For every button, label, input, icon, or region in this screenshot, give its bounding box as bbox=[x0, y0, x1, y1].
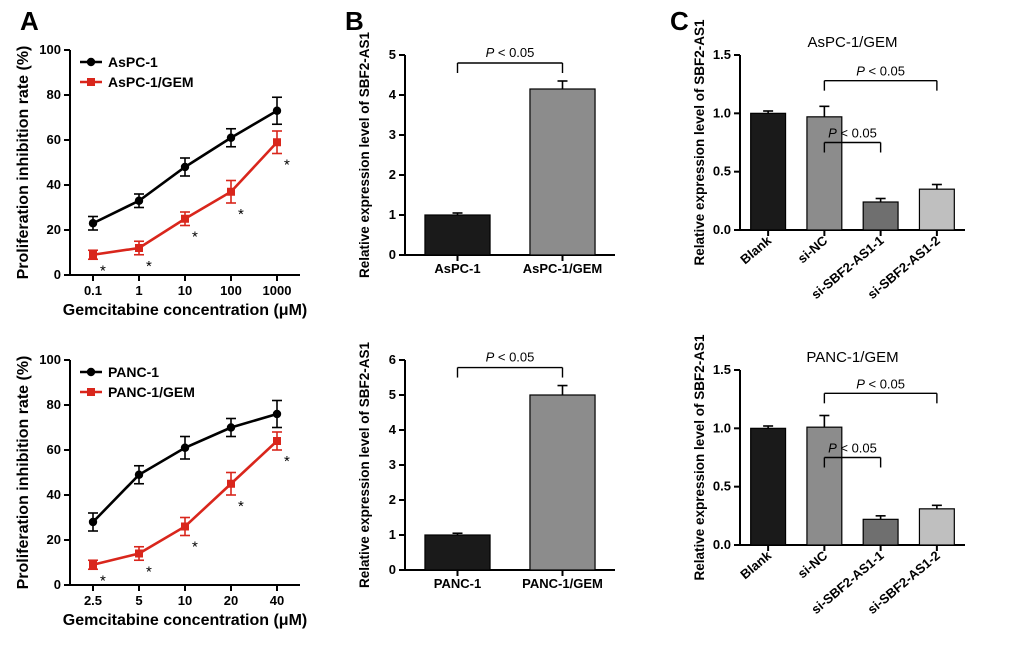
svg-text:40: 40 bbox=[47, 487, 61, 502]
svg-text:2: 2 bbox=[389, 167, 396, 182]
svg-text:Relative expression level of S: Relative expression level of SBF2-AS1 bbox=[692, 334, 707, 581]
svg-text:6: 6 bbox=[389, 352, 396, 367]
svg-text:2: 2 bbox=[389, 492, 396, 507]
svg-text:0: 0 bbox=[54, 577, 61, 592]
svg-text:Blank: Blank bbox=[737, 232, 774, 267]
svg-text:Relative expression level of S: Relative expression level of SBF2-AS1 bbox=[692, 19, 707, 266]
svg-text:1: 1 bbox=[389, 207, 396, 222]
svg-text:*: * bbox=[100, 262, 106, 279]
svg-text:PANC-1: PANC-1 bbox=[108, 364, 159, 380]
svg-text:1: 1 bbox=[389, 527, 396, 542]
svg-text:0: 0 bbox=[389, 247, 396, 262]
svg-text:40: 40 bbox=[47, 177, 61, 192]
svg-text:100: 100 bbox=[220, 283, 242, 298]
svg-text:1: 1 bbox=[135, 283, 142, 298]
svg-text:P < 0.05: P < 0.05 bbox=[486, 350, 535, 365]
svg-text:C: C bbox=[670, 6, 689, 36]
svg-text:1000: 1000 bbox=[263, 283, 292, 298]
svg-text:P < 0.05: P < 0.05 bbox=[828, 126, 877, 141]
svg-text:1.5: 1.5 bbox=[713, 362, 731, 377]
svg-text:0.1: 0.1 bbox=[84, 283, 102, 298]
svg-text:si-NC: si-NC bbox=[795, 232, 831, 266]
svg-text:PANC-1: PANC-1 bbox=[434, 576, 481, 591]
svg-text:10: 10 bbox=[178, 593, 192, 608]
svg-text:Gemcitabine concentration (μM): Gemcitabine concentration (μM) bbox=[63, 612, 307, 629]
svg-text:*: * bbox=[284, 157, 290, 174]
svg-text:5: 5 bbox=[389, 387, 396, 402]
svg-text:20: 20 bbox=[224, 593, 238, 608]
svg-text:*: * bbox=[192, 539, 198, 556]
svg-text:1.0: 1.0 bbox=[713, 420, 731, 435]
svg-text:10: 10 bbox=[178, 283, 192, 298]
svg-text:1.0: 1.0 bbox=[713, 105, 731, 120]
svg-text:*: * bbox=[146, 258, 152, 275]
svg-text:80: 80 bbox=[47, 87, 61, 102]
svg-text:60: 60 bbox=[47, 132, 61, 147]
svg-text:40: 40 bbox=[270, 593, 284, 608]
svg-text:1.5: 1.5 bbox=[713, 47, 731, 62]
svg-text:P < 0.05: P < 0.05 bbox=[828, 441, 877, 456]
svg-text:AsPC-1: AsPC-1 bbox=[434, 261, 480, 276]
svg-text:3: 3 bbox=[389, 457, 396, 472]
svg-text:0.0: 0.0 bbox=[713, 222, 731, 237]
svg-text:0: 0 bbox=[54, 267, 61, 282]
svg-text:si-NC: si-NC bbox=[795, 547, 831, 581]
svg-text:*: * bbox=[238, 206, 244, 223]
svg-text:0.5: 0.5 bbox=[713, 479, 731, 494]
svg-text:*: * bbox=[100, 572, 106, 589]
figure-svg: ABC0204060801000.11101001000Gemcitabine … bbox=[0, 0, 1020, 655]
svg-text:5: 5 bbox=[389, 47, 396, 62]
svg-text:4: 4 bbox=[389, 422, 397, 437]
svg-text:Blank: Blank bbox=[737, 547, 774, 582]
svg-text:0: 0 bbox=[389, 562, 396, 577]
svg-text:5: 5 bbox=[135, 593, 142, 608]
svg-text:PANC-1/GEM: PANC-1/GEM bbox=[522, 576, 603, 591]
svg-text:PANC-1/GEM: PANC-1/GEM bbox=[108, 384, 195, 400]
svg-text:A: A bbox=[20, 6, 39, 36]
svg-text:AsPC-1: AsPC-1 bbox=[108, 54, 158, 70]
svg-text:*: * bbox=[284, 453, 290, 470]
svg-text:0.5: 0.5 bbox=[713, 164, 731, 179]
svg-text:P < 0.05: P < 0.05 bbox=[856, 376, 905, 391]
svg-text:P < 0.05: P < 0.05 bbox=[486, 45, 535, 60]
figure-root: ABC0204060801000.11101001000Gemcitabine … bbox=[0, 0, 1020, 655]
svg-text:4: 4 bbox=[389, 87, 397, 102]
svg-text:Proliferation inhibition rate: Proliferation inhibition rate (%) bbox=[15, 356, 32, 590]
svg-text:AsPC-1/GEM: AsPC-1/GEM bbox=[108, 74, 194, 90]
svg-text:*: * bbox=[238, 498, 244, 515]
svg-text:B: B bbox=[345, 6, 364, 36]
svg-text:100: 100 bbox=[39, 352, 61, 367]
svg-text:PANC-1/GEM: PANC-1/GEM bbox=[806, 349, 898, 366]
svg-text:0.0: 0.0 bbox=[713, 537, 731, 552]
svg-text:Relative expression level of S: Relative expression level of SBF2-AS1 bbox=[357, 341, 372, 588]
svg-text:Proliferation inhibition rate: Proliferation inhibition rate (%) bbox=[15, 46, 32, 280]
svg-text:20: 20 bbox=[47, 532, 61, 547]
svg-text:Gemcitabine concentration (μM): Gemcitabine concentration (μM) bbox=[63, 302, 307, 319]
svg-text:80: 80 bbox=[47, 397, 61, 412]
svg-text:20: 20 bbox=[47, 222, 61, 237]
svg-text:AsPC-1/GEM: AsPC-1/GEM bbox=[807, 34, 897, 51]
svg-text:3: 3 bbox=[389, 127, 396, 142]
svg-text:AsPC-1/GEM: AsPC-1/GEM bbox=[523, 261, 602, 276]
svg-text:2.5: 2.5 bbox=[84, 593, 102, 608]
svg-text:*: * bbox=[146, 563, 152, 580]
svg-text:100: 100 bbox=[39, 42, 61, 57]
svg-text:60: 60 bbox=[47, 442, 61, 457]
svg-text:*: * bbox=[192, 229, 198, 246]
svg-text:Relative expression level of S: Relative expression level of SBF2-AS1 bbox=[357, 31, 372, 278]
svg-text:P < 0.05: P < 0.05 bbox=[856, 64, 905, 79]
